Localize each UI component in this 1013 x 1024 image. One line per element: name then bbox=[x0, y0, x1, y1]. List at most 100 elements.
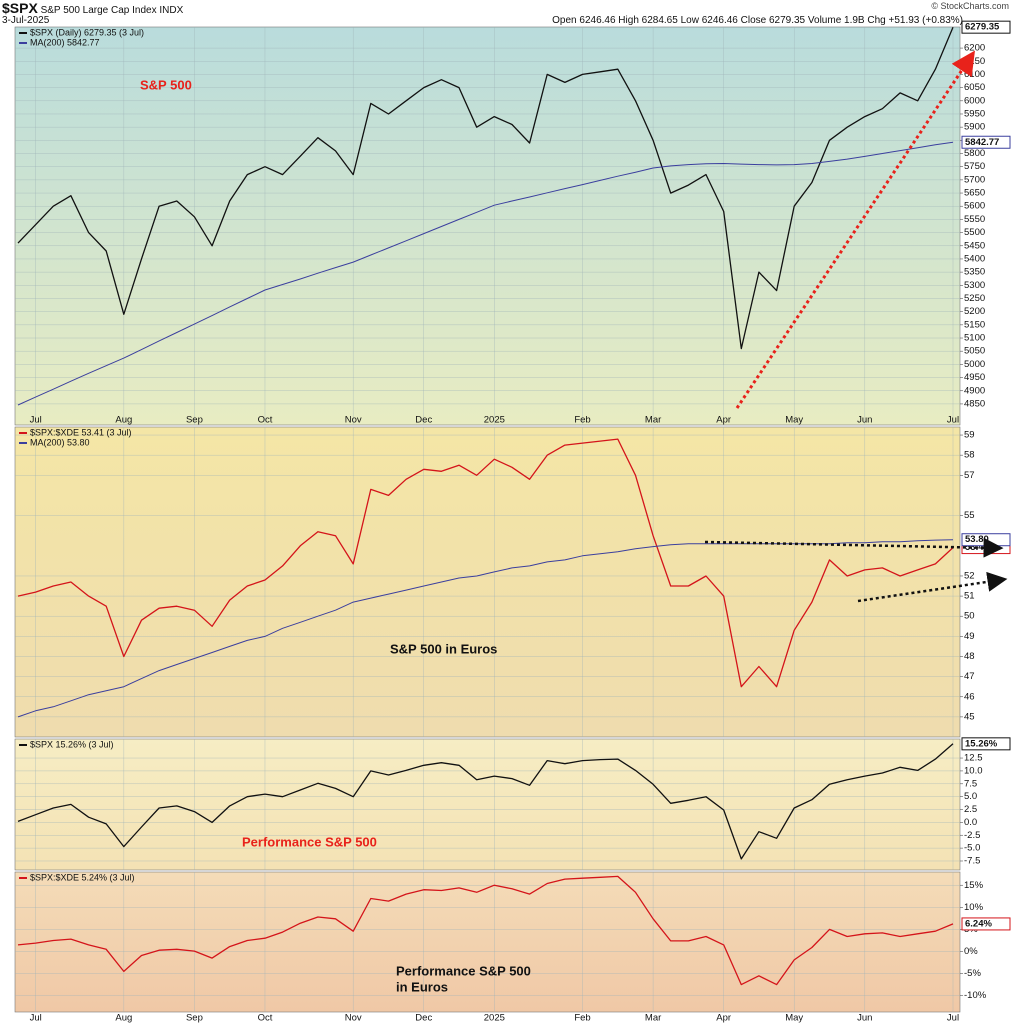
trend-annotations bbox=[704, 50, 1008, 603]
y-tick-label: 5450 bbox=[964, 240, 985, 251]
series-line bbox=[17, 743, 954, 860]
y-tick-label: 55 bbox=[964, 510, 975, 521]
y-tick-label: 15% bbox=[964, 880, 984, 891]
y-tick-label: 5000 bbox=[964, 359, 985, 370]
value-label: 6279.35 bbox=[965, 22, 1000, 33]
x-tick-label: Jul bbox=[30, 415, 42, 426]
y-tick-label: 0.0 bbox=[964, 817, 977, 828]
y-tick-label: 5350 bbox=[964, 267, 985, 278]
y-tick-label: 59 bbox=[964, 430, 975, 441]
panel-background bbox=[14, 426, 961, 738]
y-tick-label: 5400 bbox=[964, 253, 985, 264]
annotation: S&P 500 bbox=[140, 77, 192, 92]
index-name: S&P 500 Large Cap Index INDX bbox=[40, 5, 184, 16]
y-tick-label: 0% bbox=[964, 946, 978, 957]
y-tick-label: 12.5 bbox=[964, 753, 983, 764]
y-tick-label: -5% bbox=[964, 968, 981, 979]
x-tick-label: Dec bbox=[415, 415, 432, 426]
x-tick-label: Jul bbox=[947, 415, 959, 426]
legend-label: $SPX (Daily) 6279.35 (3 Jul) bbox=[30, 27, 144, 37]
y-tick-label: 5950 bbox=[964, 108, 985, 119]
x-tick-label: Oct bbox=[258, 415, 273, 426]
value-box bbox=[961, 737, 1011, 751]
legend-label: $SPX:$XDE 5.24% (3 Jul) bbox=[30, 872, 135, 882]
x-tick-label: May bbox=[785, 1013, 803, 1024]
y-tick-label: 4850 bbox=[964, 398, 985, 409]
y-tick-label: 4950 bbox=[964, 372, 985, 383]
y-tick-label: 5800 bbox=[964, 148, 985, 159]
y-tick-label: -10% bbox=[964, 990, 987, 1001]
y-tick-label: 5150 bbox=[964, 319, 985, 330]
header: $SPX S&P 500 Large Cap Index INDX bbox=[2, 0, 183, 16]
x-tick-label: Nov bbox=[345, 1013, 362, 1024]
x-tick-label: Aug bbox=[115, 1013, 132, 1024]
y-tick-label: 49 bbox=[964, 631, 975, 642]
y-tick-label: 5500 bbox=[964, 227, 985, 238]
y-tick-label: 47 bbox=[964, 671, 975, 682]
x-tick-label: 2025 bbox=[484, 415, 505, 426]
legend-label: $SPX:$XDE 53.41 (3 Jul) bbox=[30, 427, 132, 437]
panel-background bbox=[14, 738, 961, 871]
y-tick-label: 6050 bbox=[964, 82, 985, 93]
y-tick-label: 5300 bbox=[964, 280, 985, 291]
y-tick-label: 5900 bbox=[964, 122, 985, 133]
y-tick-label: 58 bbox=[964, 450, 975, 461]
date: 3-Jul-2025 bbox=[2, 15, 50, 26]
y-tick-label: 10% bbox=[964, 902, 984, 913]
y-tick-label: 5750 bbox=[964, 161, 985, 172]
y-tick-label: 5550 bbox=[964, 214, 985, 225]
value-label: 53.80 bbox=[965, 534, 989, 545]
annotation: in Euros bbox=[396, 979, 448, 994]
x-tick-label: Apr bbox=[716, 415, 731, 426]
x-tick-label: Apr bbox=[716, 1013, 731, 1024]
y-tick-label: 5200 bbox=[964, 306, 985, 317]
y-tick-label: 6000 bbox=[964, 95, 985, 106]
x-tick-label: Jul bbox=[30, 1013, 42, 1024]
value-box bbox=[961, 135, 1011, 149]
x-tick-label: Sep bbox=[186, 1013, 203, 1024]
trend-line bbox=[704, 537, 1004, 558]
y-tick-label: 10.0 bbox=[964, 765, 983, 776]
x-tick-label: Jun bbox=[857, 415, 872, 426]
y-tick-label: 48 bbox=[964, 651, 975, 662]
trend-line bbox=[735, 50, 975, 409]
annotation: S&P 500 in Euros bbox=[390, 641, 497, 656]
x-tick-label: Jun bbox=[857, 1013, 872, 1024]
credit: © StockCharts.com bbox=[931, 1, 1009, 11]
y-tick-label: 51 bbox=[964, 591, 975, 602]
symbol: $SPX bbox=[2, 0, 38, 16]
y-tick-label: 5650 bbox=[964, 188, 985, 199]
y-tick-label: 5.0 bbox=[964, 791, 977, 802]
y-tick-label: -7.5 bbox=[964, 856, 980, 867]
y-tick-label: 5700 bbox=[964, 174, 985, 185]
y-tick-label: 5250 bbox=[964, 293, 985, 304]
x-tick-label: Feb bbox=[574, 415, 590, 426]
x-tick-label: Mar bbox=[645, 1013, 661, 1024]
x-tick-label: 2025 bbox=[484, 1013, 505, 1024]
series-line bbox=[17, 26, 954, 350]
y-tick-label: 50 bbox=[964, 611, 975, 622]
value-label: 6.24% bbox=[965, 918, 992, 929]
y-tick-label: 52 bbox=[964, 570, 975, 581]
series-line bbox=[17, 438, 954, 688]
y-tick-label: 5050 bbox=[964, 346, 985, 357]
quote: Open 6246.46 High 6284.65 Low 6246.46 Cl… bbox=[552, 15, 963, 26]
x-tick-label: Jul bbox=[947, 1013, 959, 1024]
x-tick-label: Feb bbox=[574, 1013, 590, 1024]
legend-label: MA(200) 53.80 bbox=[30, 437, 90, 447]
x-tick-label: Sep bbox=[186, 415, 203, 426]
legend-label: MA(200) 5842.77 bbox=[30, 37, 100, 47]
series-line bbox=[17, 875, 954, 986]
legend-label: $SPX 15.26% (3 Jul) bbox=[30, 739, 114, 749]
panel-background bbox=[14, 26, 961, 426]
y-tick-label: 6200 bbox=[964, 43, 985, 54]
x-tick-label: Mar bbox=[645, 415, 661, 426]
x-tick-label: Oct bbox=[258, 1013, 273, 1024]
value-label: 5842.77 bbox=[965, 137, 999, 148]
value-box bbox=[961, 917, 1011, 931]
x-tick-label: May bbox=[785, 415, 803, 426]
y-tick-label: -5.0 bbox=[964, 843, 980, 854]
x-tick-label: Aug bbox=[115, 415, 132, 426]
